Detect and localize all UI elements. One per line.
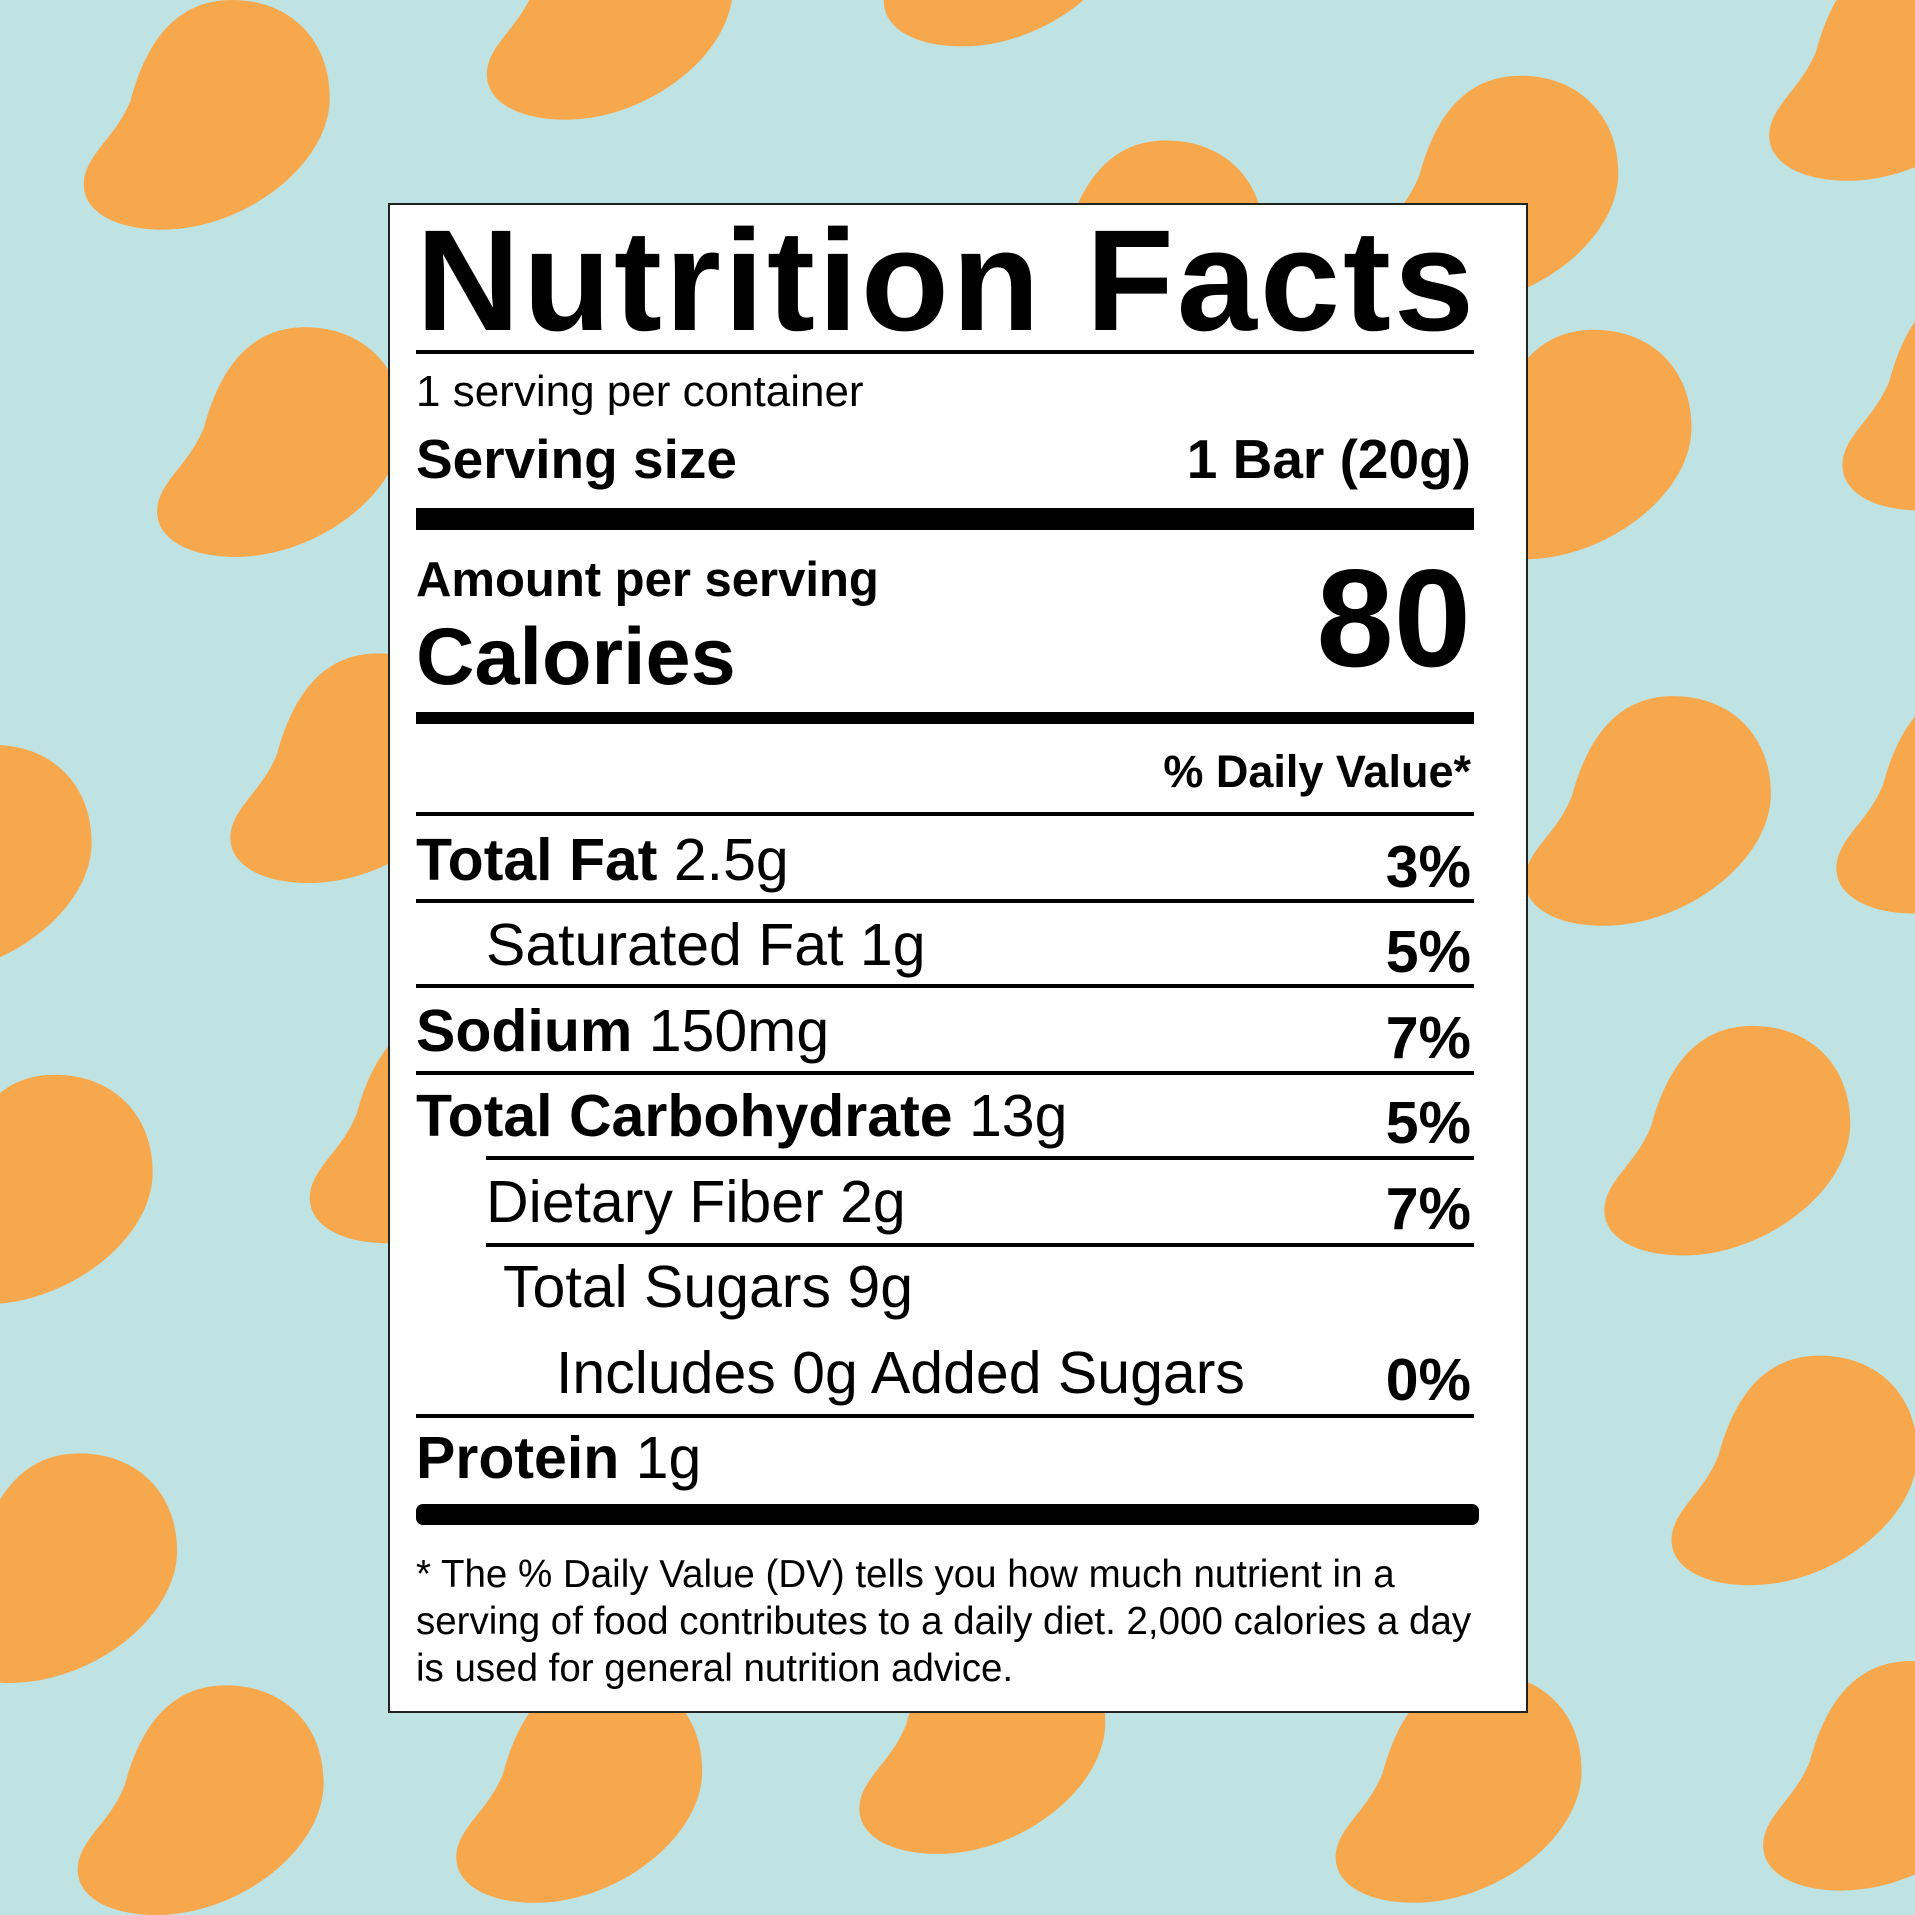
nutrient-name: Sodium (416, 998, 633, 1064)
divider-thick (416, 1504, 1479, 1525)
nutrient-amount: 2.5g (673, 827, 789, 893)
serving-size-value: 1 Bar (20g) (1186, 428, 1471, 490)
mango-icon (1604, 1025, 1851, 1256)
mango-icon (1763, 1660, 1915, 1891)
divider-thin (416, 899, 1474, 903)
calories-value: 80 (1316, 541, 1471, 696)
nutrient-name: Dietary Fiber (486, 1169, 824, 1235)
divider-thin (416, 1414, 1474, 1418)
divider-thin (416, 984, 1474, 988)
divider-thin (416, 812, 1474, 816)
mango-icon (1842, 280, 1915, 511)
nutrient-name: Total Carbohydrate (416, 1083, 953, 1149)
mango-icon (77, 1685, 324, 1915)
footnote: * The % Daily Value (DV) tells you how m… (416, 1553, 1472, 1690)
nutrient-name: Total Sugars (503, 1254, 831, 1320)
amount-per-serving: Amount per serving (416, 553, 879, 607)
label-title: Nutrition Facts (416, 200, 1478, 361)
divider-thick (416, 508, 1474, 530)
nutrient-row-total-sugars: Total Sugars 9g (416, 1243, 1471, 1328)
nutrient-amount: 9g (847, 1254, 914, 1320)
mango-icon (0, 744, 92, 975)
nutrient-amount: 13g (968, 1083, 1068, 1149)
mango-icon (83, 0, 330, 230)
serving-size-label: Serving size (416, 428, 737, 490)
nutrient-name: Total Fat (416, 827, 658, 893)
nutrient-amount: 150mg (648, 998, 830, 1064)
divider-medium (416, 712, 1474, 724)
divider-thin (486, 1243, 1474, 1247)
nutrient-row-total-carbohydrate: Total Carbohydrate 13g 5% (416, 1072, 1471, 1157)
nutrient-name: Protein (416, 1425, 620, 1491)
mango-icon (486, 0, 733, 120)
mango-icon (1524, 696, 1771, 926)
mango-icon (883, 0, 1130, 47)
nutrient-dv: 5% (1385, 919, 1471, 985)
nutrient-row-sodium: Sodium 150mg 7% (416, 987, 1471, 1072)
nutrient-dv: 3% (1385, 834, 1471, 900)
nutrient-name: Saturated Fat (486, 912, 844, 978)
divider-thin (486, 1156, 1474, 1160)
nutrient-name: Includes 0g Added Sugars (556, 1340, 1245, 1406)
nutrient-dv: 0% (1385, 1347, 1471, 1413)
mango-icon (1671, 1355, 1915, 1586)
nutrient-row-protein: Protein 1g (416, 1414, 1471, 1499)
nutrition-facts-label: Nutrition Facts 1 serving per container … (388, 203, 1528, 1713)
nutrient-dv: 5% (1385, 1090, 1471, 1156)
calories-label: Calories (416, 612, 736, 702)
mango-icon (157, 327, 404, 557)
nutrient-row-dietary-fiber: Dietary Fiber 2g 7% (416, 1158, 1471, 1243)
nutrient-row-total-fat: Total Fat 2.5g 3% (416, 816, 1471, 901)
nutrient-row-added-sugars: Includes 0g Added Sugars 0% (416, 1329, 1471, 1414)
nutrient-amount: 1g (859, 912, 926, 978)
nutrient-dv: 7% (1385, 1176, 1471, 1242)
daily-value-header: % Daily Value* (1163, 746, 1471, 797)
divider-thin (416, 1071, 1474, 1075)
nutrient-row-saturated-fat: Saturated Fat 1g 5% (416, 901, 1471, 986)
nutrient-dv: 7% (1385, 1005, 1471, 1071)
nutrient-amount: 2g (840, 1169, 906, 1235)
mango-icon (1836, 683, 1915, 914)
mango-icon (0, 1453, 178, 1683)
servings-per-container: 1 serving per container (416, 367, 864, 416)
mango-icon (1769, 0, 1915, 181)
divider-thin (416, 350, 1474, 354)
mango-icon (0, 1074, 153, 1305)
nutrient-amount: 1g (635, 1425, 702, 1491)
